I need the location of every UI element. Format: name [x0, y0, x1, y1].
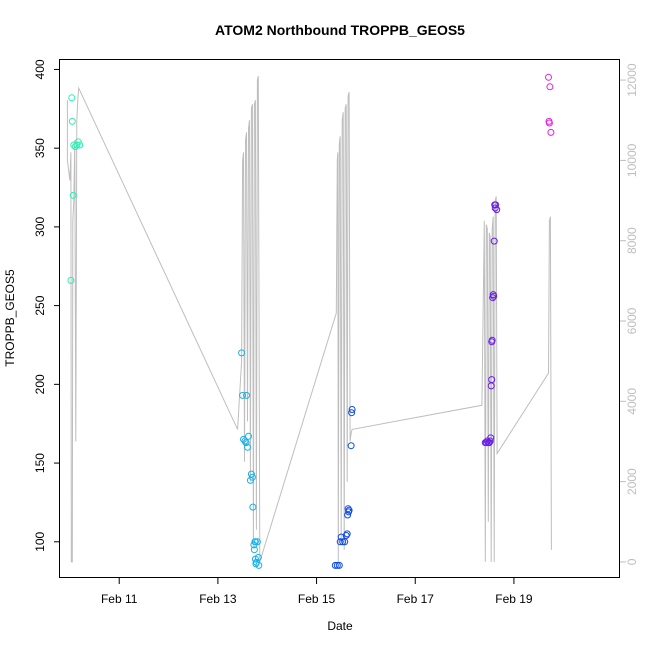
x-tick-label: Feb 15	[298, 592, 336, 606]
y-tick-label: 200	[33, 374, 47, 394]
y-tick-label: 100	[33, 531, 47, 551]
data-point	[68, 94, 76, 102]
y-tick-label: 250	[33, 295, 47, 315]
y-axis: 100 150 200 250 300 350 400	[33, 59, 60, 552]
data-point	[493, 206, 501, 214]
chart-title: ATOM2 Northbound TROPPB_GEOS5	[215, 22, 465, 38]
data-point	[69, 191, 77, 199]
data-point	[68, 117, 76, 125]
data-point	[336, 538, 344, 546]
data-point	[244, 443, 251, 451]
data-point	[339, 538, 347, 546]
data-point	[348, 409, 356, 417]
data-point	[67, 276, 75, 284]
x-tick-label: Feb 11	[101, 592, 138, 606]
data-point	[488, 376, 496, 384]
data-point	[345, 506, 353, 514]
x-tick-label: Feb 19	[495, 592, 533, 606]
y-tick-label: 300	[33, 217, 47, 237]
data-point	[491, 204, 499, 212]
altitude-line	[66, 75, 552, 563]
right-tick-label: 6000	[625, 307, 639, 334]
data-point	[342, 532, 350, 539]
data-point	[490, 237, 498, 245]
right-axis: 0 2000 4000 6000 8000 10000 12000	[620, 63, 639, 565]
data-point	[76, 141, 84, 149]
x-axis-label: Date	[327, 619, 353, 633]
data-point	[344, 505, 352, 513]
data-point	[241, 437, 249, 445]
data-point	[242, 439, 250, 447]
right-tick-label: 2000	[625, 468, 639, 495]
data-point	[546, 83, 554, 91]
data-point	[489, 294, 497, 302]
data-point	[247, 470, 255, 478]
data-point	[348, 406, 356, 413]
data-point	[245, 432, 252, 440]
data-point	[337, 533, 345, 541]
data-point	[239, 391, 247, 399]
data-point	[486, 437, 494, 445]
x-axis: Feb 11 Feb 13 Feb 15 Feb 17 Feb 19	[101, 578, 533, 606]
plot-box	[59, 59, 620, 578]
data-point	[253, 538, 261, 546]
data-point	[492, 201, 500, 209]
right-tick-label: 10000	[625, 143, 639, 177]
y-tick-label: 150	[33, 453, 47, 473]
data-point	[248, 473, 256, 481]
data-point	[331, 561, 339, 569]
data-point	[254, 554, 262, 561]
x-tick-label: Feb 13	[199, 592, 237, 606]
right-tick-label: 8000	[625, 227, 639, 254]
data-point	[249, 503, 257, 511]
data-point	[488, 336, 496, 344]
data-point	[250, 546, 258, 554]
y-axis-label: TROPPB_GEOS5	[3, 269, 17, 367]
right-tick-label: 4000	[625, 388, 639, 415]
data-point	[487, 434, 495, 442]
data-point	[333, 561, 341, 569]
data-point	[255, 561, 263, 569]
data-point	[251, 538, 259, 546]
x-tick-label: Feb 17	[397, 592, 435, 606]
data-point	[545, 119, 553, 127]
data-point	[547, 128, 555, 136]
data-point	[341, 538, 349, 546]
data-point	[343, 530, 351, 538]
data-point	[238, 349, 246, 357]
data-point	[482, 439, 490, 447]
troppb-series	[67, 73, 555, 569]
data-point	[545, 73, 552, 81]
data-point	[335, 561, 343, 569]
y-tick-label: 400	[33, 59, 47, 79]
right-tick-label: 12000	[625, 63, 639, 97]
data-point	[243, 391, 250, 399]
right-tick-label: 0	[625, 558, 639, 565]
y-tick-label: 350	[33, 138, 47, 158]
data-point	[347, 442, 355, 450]
altitude-series	[66, 75, 552, 563]
data-point	[490, 292, 498, 300]
